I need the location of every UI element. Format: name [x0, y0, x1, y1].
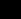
Polygon shape	[12, 5, 16, 6]
Text: Chemical Products: Chemical Products	[0, 4, 21, 18]
Text: Electrochemistry: Electrochemistry	[0, 7, 21, 19]
Ellipse shape	[1, 10, 4, 11]
Ellipse shape	[17, 7, 19, 8]
Text: CO₂ Capture: CO₂ Capture	[0, 0, 21, 13]
Polygon shape	[5, 9, 8, 10]
Text: Chilling, and Settling: Chilling, and Settling	[0, 2, 21, 16]
FancyBboxPatch shape	[5, 3, 8, 4]
Polygon shape	[5, 12, 8, 13]
Text: Carbon Dioxide
Source: Carbon Dioxide Source	[0, 0, 21, 19]
FancyBboxPatch shape	[12, 4, 16, 5]
Text: Optimize
Concentration: Optimize Concentration	[0, 0, 21, 19]
Polygon shape	[5, 5, 8, 6]
Polygon shape	[5, 7, 8, 8]
FancyBboxPatch shape	[5, 15, 8, 17]
Text: Chemical Products: Chemical Products	[0, 0, 21, 15]
Text: Hydrogen, Oxygen,
Sulfuric Acid,
Sodium Hydroxide: Hydrogen, Oxygen, Sulfuric Acid, Sodium …	[0, 0, 21, 19]
Text: Carbon Dioxide
Containing Products: Carbon Dioxide Containing Products	[0, 0, 21, 19]
Text: Optimize pH and
Sodium Chloride: Optimize pH and Sodium Chloride	[0, 0, 21, 19]
Ellipse shape	[1, 16, 4, 17]
Polygon shape	[5, 14, 8, 15]
Text: Supernatant: Supernatant	[0, 2, 21, 16]
Text: Family of Carbonates
and Bicarbonates: Family of Carbonates and Bicarbonates	[0, 0, 21, 19]
Text: Some or All
Sodium
Hydroxide: Some or All Sodium Hydroxide	[0, 0, 21, 19]
Text: Wash: Wash	[0, 5, 21, 19]
Text: Precipitated Sodium
Sulfate Decahydrate: Precipitated Sodium Sulfate Decahydrate	[0, 0, 21, 19]
Polygon shape	[12, 9, 16, 10]
Text: Chemical Products: Chemical Products	[0, 9, 21, 19]
FancyBboxPatch shape	[5, 10, 8, 11]
Text: Manufacturing: Manufacturing	[0, 2, 21, 17]
Text: Chemical Products: Chemical Products	[0, 3, 21, 18]
Text: Crude Sodium
Sulfate Solution: Crude Sodium Sulfate Solution	[0, 0, 21, 19]
Ellipse shape	[12, 11, 15, 12]
FancyBboxPatch shape	[12, 7, 16, 8]
